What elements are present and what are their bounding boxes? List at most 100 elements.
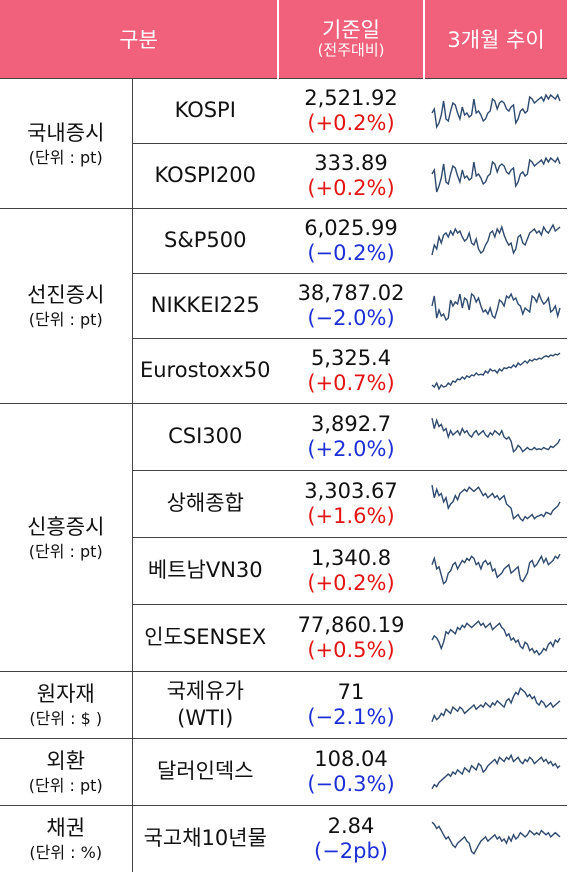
- header-trend: 3개월 추이: [423, 0, 568, 79]
- trend-cell: [424, 805, 568, 872]
- trend-line: [430, 553, 561, 585]
- index-name: KOSPI: [131, 78, 279, 144]
- index-value: 77,860.19: [297, 612, 405, 637]
- index-value-cell: 3,303.67 (+1.6%): [278, 470, 425, 538]
- trend-line: [430, 156, 561, 193]
- trend-cell: [424, 338, 568, 404]
- trend-sparkline: [430, 417, 561, 454]
- group-unit: (단위 : pt): [28, 776, 103, 796]
- index-value-cell: 108.04 (−0.3%): [278, 738, 425, 806]
- group-label: 원자재 (단위 : $ ): [0, 671, 132, 739]
- trend-line: [430, 753, 560, 790]
- index-name: NIKKEI225: [131, 273, 279, 339]
- trend-cell: [424, 273, 568, 339]
- index-value: 1,340.8: [310, 545, 392, 570]
- index-change: (+1.6%): [307, 504, 395, 528]
- index-value: 2,521.92: [304, 85, 398, 110]
- index-change: (−2.1%): [307, 705, 395, 729]
- index-name: 베트남VN30: [131, 537, 279, 605]
- table-row: 인도SENSEX 77,860.19 (+0.5%): [0, 604, 568, 672]
- header-value-sub: (전주대비): [317, 41, 385, 60]
- index-value: 3,892.7: [310, 411, 392, 436]
- index-value: 108.04: [314, 746, 388, 771]
- trend-sparkline: [430, 687, 560, 723]
- table-row: 상해종합 3,303.67 (+1.6%): [0, 470, 568, 538]
- group-name: 선진증시: [27, 283, 105, 308]
- table-row: 베트남VN30 1,340.8 (+0.2%): [0, 537, 568, 605]
- trend-line: [430, 417, 561, 454]
- table-row: 외환 (단위 : pt) 달러인덱스 108.04 (−0.3%): [0, 738, 568, 806]
- index-change: (−0.3%): [307, 772, 395, 796]
- index-value-cell: 3,892.7 (+2.0%): [278, 403, 425, 471]
- trend-sparkline: [431, 352, 560, 391]
- group-name: 신흥증시: [27, 514, 105, 539]
- group-unit: (단위 : $ ): [29, 709, 103, 729]
- group-label: 신흥증시 (단위 : pt): [0, 403, 132, 672]
- group-unit: (단위 : %): [29, 843, 103, 863]
- trend-cell: [424, 78, 568, 144]
- index-change: (+0.2%): [307, 571, 395, 595]
- group-unit: (단위 : pt): [28, 541, 103, 561]
- market-summary-table: 구분 기준일 (전주대비) 3개월 추이 국내증시 (단위 : pt) KOSPI 2…: [0, 0, 568, 872]
- trend-cell: [424, 403, 568, 471]
- index-value-cell: 6,025.99 (−0.2%): [278, 208, 425, 274]
- index-name: 국고채10년물: [131, 805, 279, 872]
- group-label: 선진증시 (단위 : pt): [0, 208, 132, 404]
- index-name: KOSPI200: [131, 143, 279, 209]
- index-value-cell: 38,787.02 (−2.0%): [278, 273, 425, 339]
- trend-cell: [424, 143, 568, 209]
- header-category: 구분: [0, 0, 279, 79]
- table-row: 원자재 (단위 : $ ) 국제유가 (WTI) 71 (−2.1%): [0, 671, 568, 739]
- trend-sparkline: [431, 821, 560, 855]
- trend-cell: [424, 604, 568, 672]
- index-value: 2.84: [327, 813, 375, 838]
- index-value: 6,025.99: [304, 215, 398, 240]
- index-value: 38,787.02: [297, 280, 405, 305]
- index-name: CSI300: [131, 403, 279, 471]
- header-value-title: 기준일: [322, 18, 380, 43]
- trend-line: [430, 620, 561, 656]
- trend-line: [431, 821, 560, 855]
- trend-line: [430, 93, 561, 130]
- trend-cell: [424, 470, 568, 538]
- index-value-cell: 1,340.8 (+0.2%): [278, 537, 425, 605]
- index-change: (−0.2%): [307, 241, 395, 265]
- table-row: 신흥증시 (단위 : pt) CSI300 3,892.7 (+2.0%): [0, 403, 568, 672]
- index-value: 71: [337, 679, 365, 704]
- index-name: Eurostoxx50: [131, 338, 279, 404]
- index-value: 333.89: [314, 150, 388, 175]
- index-change: (+0.2%): [307, 176, 395, 200]
- trend-sparkline: [430, 156, 561, 193]
- trend-line: [430, 291, 561, 322]
- index-value: 5,325.4: [310, 345, 392, 370]
- trend-cell: [424, 671, 568, 739]
- group-label: 국내증시 (단위 : pt): [0, 78, 132, 209]
- group-unit: (단위 : pt): [28, 310, 103, 330]
- trend-cell: [424, 208, 568, 274]
- group-name: 외환: [46, 749, 86, 774]
- trend-sparkline: [430, 93, 561, 130]
- index-name: 국제유가 (WTI): [131, 671, 279, 739]
- index-change: (+2.0%): [307, 437, 395, 461]
- index-value-cell: 2.84 (−2pb): [278, 805, 425, 872]
- group-unit: (단위 : pt): [28, 147, 103, 167]
- table-row: 선진증시 (단위 : pt) S&P500 6,025.99 (−0.2%): [0, 208, 568, 404]
- group-name: 국내증시: [27, 120, 105, 145]
- index-value-cell: 71 (−2.1%): [278, 671, 425, 739]
- index-change: (+0.7%): [307, 371, 395, 395]
- trend-cell: [424, 738, 568, 806]
- index-name: S&P500: [131, 208, 279, 274]
- trend-sparkline: [430, 291, 561, 322]
- index-name: 인도SENSEX: [131, 604, 279, 672]
- index-change: (+0.2%): [307, 111, 395, 135]
- table-row: NIKKEI225 38,787.02 (−2.0%): [0, 273, 568, 339]
- trend-sparkline: [430, 484, 561, 522]
- index-value-cell: 5,325.4 (+0.7%): [278, 338, 425, 404]
- trend-sparkline: [430, 553, 561, 585]
- header-row: 구분 기준일 (전주대비) 3개월 추이: [0, 0, 568, 79]
- group-name: 채권: [46, 816, 86, 841]
- header-value: 기준일 (전주대비): [277, 0, 425, 79]
- index-value: 3,303.67: [304, 478, 398, 503]
- table-row: 채권 (단위 : %) 국고채10년물 2.84 (−2pb): [0, 805, 568, 872]
- trend-line: [430, 484, 561, 522]
